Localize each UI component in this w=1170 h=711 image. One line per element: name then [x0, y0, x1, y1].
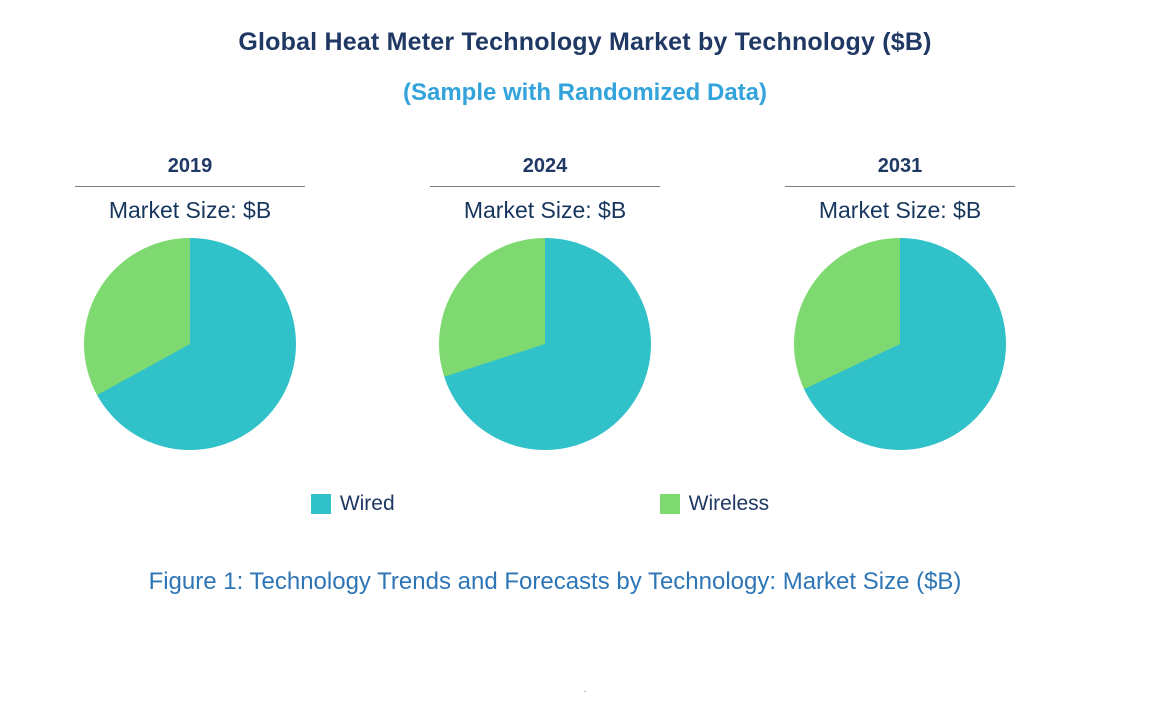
legend-item-wireless: Wireless [659, 492, 770, 516]
year-label-2024: 2024 [430, 155, 660, 187]
figure-caption: Figure 1: Technology Trends and Forecast… [148, 568, 962, 595]
pie-column-2019: 2019 Market Size: $B [70, 155, 310, 450]
market-size-label-2024: Market Size: $B [463, 197, 627, 223]
footnote-dot: . [583, 684, 587, 694]
pie-column-2024: 2024 Market Size: $B [425, 155, 665, 450]
chart-title: Global Heat Meter Technology Market by T… [238, 28, 932, 56]
chart-header: Global Heat Meter Technology Market by T… [45, 0, 1125, 107]
pie-chart-2024 [439, 238, 651, 450]
pie-column-2031: 2031 Market Size: $B [780, 155, 1020, 450]
chart-subtitle: (Sample with Randomized Data) [402, 79, 768, 106]
year-label-2019: 2019 [75, 155, 305, 187]
pie-chart-2019 [84, 238, 296, 450]
chart-legend: Wired Wireless [0, 492, 1170, 516]
pie-charts-row: 2019 Market Size: $B 2024 Market Size: $… [70, 155, 1020, 450]
market-size-label-2031: Market Size: $B [818, 197, 982, 223]
legend-label-wireless: Wireless [688, 492, 770, 515]
legend-label-wired: Wired [339, 492, 395, 515]
year-label-2031: 2031 [785, 155, 1015, 187]
wireless-swatch-icon [659, 494, 680, 514]
market-size-label-2019: Market Size: $B [108, 197, 272, 223]
pie-chart-2031 [794, 238, 1006, 450]
legend-item-wired: Wired [310, 492, 395, 516]
wired-swatch-icon [310, 494, 331, 514]
